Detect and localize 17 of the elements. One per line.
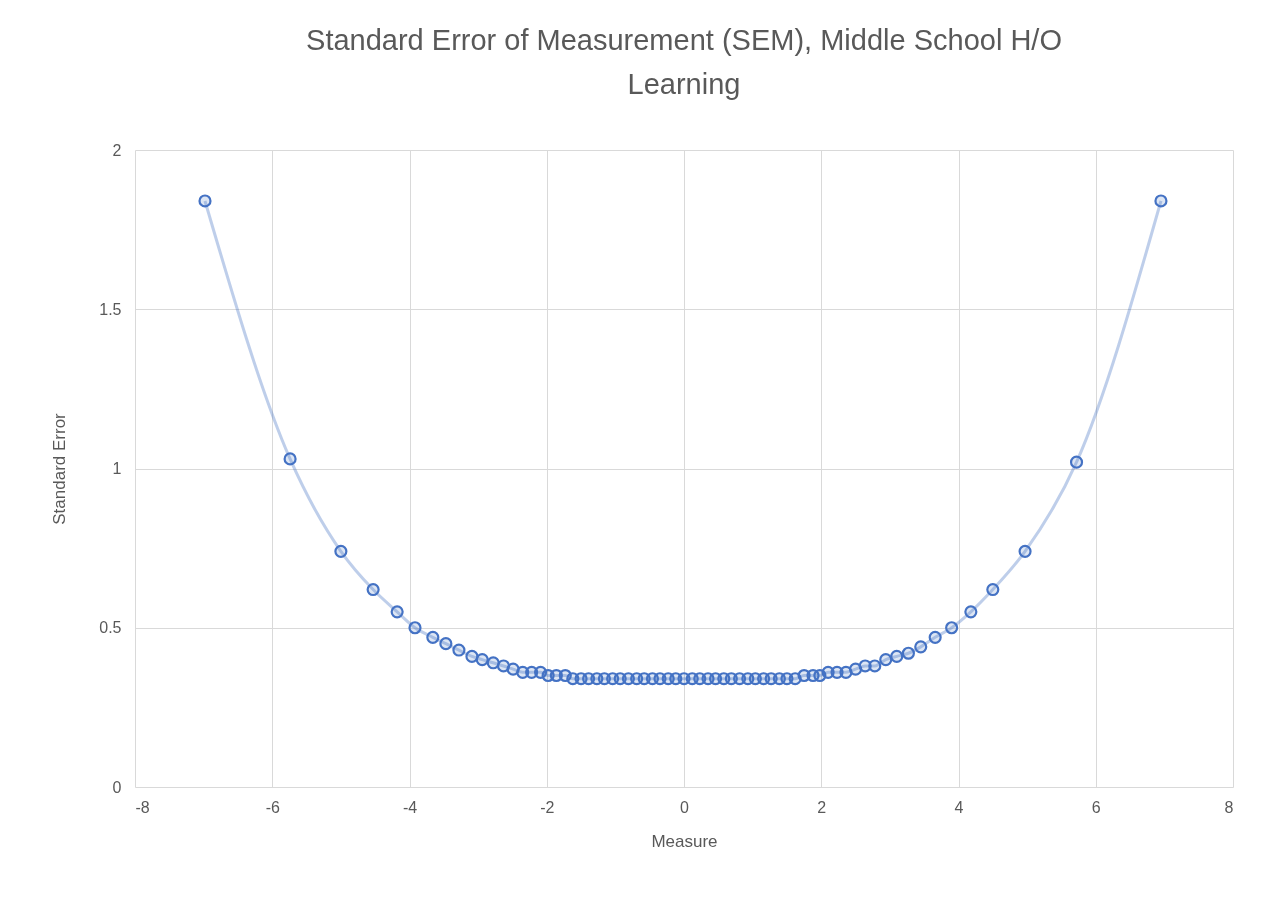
- x-tick-label: -2: [540, 798, 555, 816]
- x-tick-label: 6: [1091, 798, 1101, 816]
- y-tick-label: 0.5: [99, 619, 122, 637]
- x-tick-label: 2: [817, 798, 827, 816]
- chart-title: Standard Error of Measurement (SEM), Middle School H/O Learning: [306, 24, 1062, 100]
- y-tick-label: 0: [112, 778, 122, 796]
- x-tick-label: -8: [135, 798, 150, 816]
- y-tick-label: 2: [112, 141, 122, 159]
- y-tick-label: 1: [112, 460, 122, 477]
- x-tick-label: 4: [954, 798, 964, 816]
- y-tick-label: 1.5: [99, 300, 122, 318]
- x-axis-title: Measure: [651, 831, 718, 851]
- x-tick-label: -6: [265, 798, 280, 816]
- x-tick-label: 0: [680, 798, 690, 816]
- y-axis-title: Standard Error: [50, 412, 70, 525]
- x-tick-label: 8: [1224, 798, 1234, 816]
- x-tick-label: -4: [402, 798, 418, 816]
